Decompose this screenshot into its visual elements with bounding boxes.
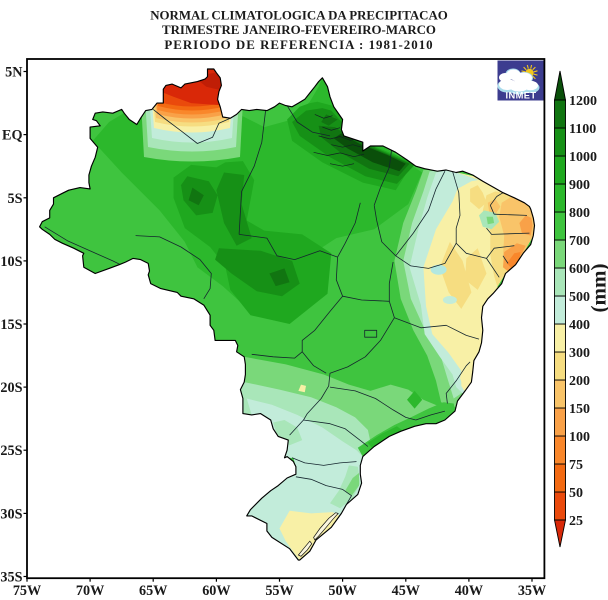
svg-text:65W: 65W (139, 583, 167, 599)
svg-text:700: 700 (569, 234, 590, 249)
svg-text:25S: 25S (0, 443, 22, 459)
svg-text:5N: 5N (5, 65, 23, 81)
svg-text:NORMAL CLIMATOLOGICA DA PRECIP: NORMAL CLIMATOLOGICA DA PRECIPITACAO (150, 9, 448, 23)
svg-text:PERIODO DE REFERENCIA : 1981-2: PERIODO DE REFERENCIA : 1981-2010 (164, 38, 433, 52)
svg-text:800: 800 (569, 206, 590, 221)
svg-text:TRIMESTRE JANEIRO-FEVEREIRO-MA: TRIMESTRE JANEIRO-FEVEREIRO-MARCO (162, 23, 436, 37)
svg-text:75W: 75W (13, 583, 41, 599)
svg-text:900: 900 (569, 178, 590, 193)
svg-text:300: 300 (569, 346, 590, 361)
svg-text:200: 200 (569, 374, 590, 389)
svg-text:1000: 1000 (569, 150, 597, 165)
svg-text:1200: 1200 (569, 94, 597, 109)
svg-text:500: 500 (569, 290, 590, 305)
svg-text:INMET: INMET (506, 91, 537, 101)
svg-text:45W: 45W (392, 583, 420, 599)
svg-text:15S: 15S (0, 317, 22, 333)
svg-text:20S: 20S (0, 380, 22, 396)
svg-text:35S: 35S (0, 570, 22, 586)
svg-text:EQ: EQ (2, 128, 23, 144)
svg-text:40W: 40W (455, 583, 483, 599)
svg-text:50: 50 (569, 486, 583, 501)
svg-text:5S: 5S (8, 191, 23, 207)
svg-text:30S: 30S (0, 506, 22, 522)
svg-text:55W: 55W (265, 583, 293, 599)
svg-text:35W: 35W (518, 583, 546, 599)
svg-text:100: 100 (569, 430, 590, 445)
svg-text:1100: 1100 (569, 122, 596, 137)
svg-text:70W: 70W (76, 583, 104, 599)
svg-text:600: 600 (569, 262, 590, 277)
svg-text:150: 150 (569, 402, 590, 417)
svg-text:10S: 10S (0, 254, 22, 270)
svg-text:60W: 60W (202, 583, 230, 599)
svg-text:75: 75 (569, 458, 583, 473)
svg-text:400: 400 (569, 318, 590, 333)
svg-text:50W: 50W (328, 583, 356, 599)
svg-text:25: 25 (569, 514, 583, 529)
svg-text:(mm): (mm) (587, 264, 608, 313)
